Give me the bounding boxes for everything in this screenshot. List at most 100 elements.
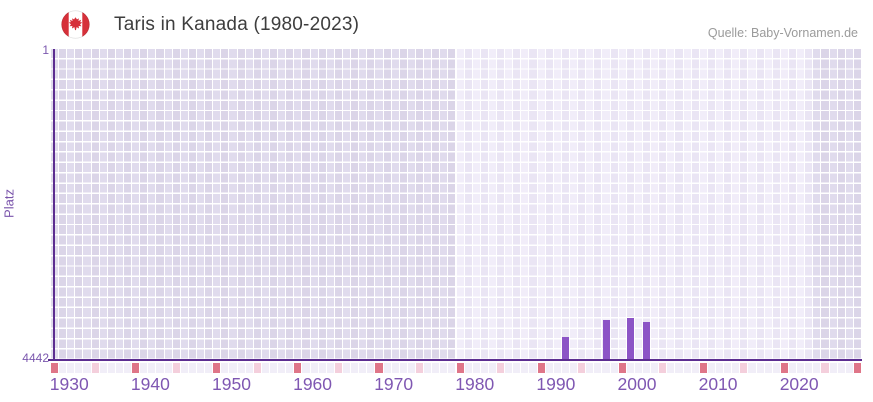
year-column — [83, 49, 92, 360]
year-column — [148, 49, 157, 360]
strip-cell — [651, 362, 660, 373]
strip-cell — [675, 362, 684, 373]
strip-cell — [302, 362, 311, 373]
year-column — [821, 49, 830, 360]
year-column — [845, 49, 854, 360]
rank-bar-1999[interactable] — [627, 318, 634, 360]
year-column — [269, 49, 279, 360]
strip-cell — [789, 362, 798, 373]
strip-cell — [318, 362, 327, 373]
year-column — [205, 49, 214, 360]
strip-cell — [805, 362, 814, 373]
strip-cell — [732, 362, 741, 373]
year-column — [780, 49, 789, 360]
y-axis-label: Platz — [1, 189, 17, 218]
year-column — [399, 49, 408, 360]
x-axis-ticks: 1930 1940 1950 1960 1970 1980 1990 2000 2010 2020 — [50, 374, 862, 398]
strip-cell — [845, 362, 854, 373]
strip-cell — [310, 362, 319, 373]
strip-cell — [196, 362, 206, 373]
year-column — [107, 49, 116, 360]
strip-cell — [359, 362, 368, 373]
strip-cell — [813, 362, 822, 373]
strip-cell — [99, 362, 108, 373]
year-column — [318, 49, 327, 360]
marker-red — [780, 362, 789, 373]
strip-cell — [756, 362, 765, 373]
year-column — [480, 49, 489, 360]
strip-cell — [505, 362, 514, 373]
year-column — [415, 49, 425, 360]
year-column — [829, 49, 838, 360]
rank-bar-1996[interactable] — [602, 319, 610, 360]
marker-red — [132, 362, 141, 373]
year-column — [172, 49, 181, 360]
x-tick-1950: 1950 — [212, 374, 251, 394]
marker-pink — [415, 362, 425, 373]
strip-cell — [123, 362, 133, 373]
year-column — [342, 49, 352, 360]
strip-cell — [367, 362, 376, 373]
year-column — [375, 49, 384, 360]
strip-cell — [553, 362, 562, 373]
marker-pink — [821, 362, 830, 373]
year-column — [521, 49, 530, 360]
strip-cell — [245, 362, 254, 373]
year-column — [594, 49, 603, 360]
x-tick-2010: 2010 — [698, 374, 738, 394]
strip-cell — [67, 362, 76, 373]
strip-cell — [205, 362, 214, 373]
year-column — [626, 49, 635, 360]
rank-bar-1991[interactable] — [562, 337, 570, 360]
year-column — [561, 49, 571, 360]
year-column — [813, 49, 822, 360]
strip-cell — [221, 362, 230, 373]
year-column — [278, 49, 287, 360]
year-column — [545, 49, 554, 360]
year-column — [123, 49, 133, 360]
strip-cell — [269, 362, 279, 373]
y-axis-line — [53, 49, 55, 361]
strip-cell — [667, 362, 676, 373]
year-column — [529, 49, 538, 360]
strip-cell — [626, 362, 635, 373]
year-column — [188, 49, 197, 360]
year-column — [448, 49, 457, 360]
strip-cell — [634, 362, 644, 373]
year-column — [805, 49, 814, 360]
strip-cell — [586, 362, 595, 373]
strip-cell — [570, 362, 579, 373]
year-column — [683, 49, 692, 360]
strip-cell — [391, 362, 400, 373]
year-column — [748, 49, 757, 360]
year-column — [570, 49, 579, 360]
year-column — [261, 49, 270, 360]
year-column — [51, 49, 60, 360]
strip-cell — [286, 362, 295, 373]
marker-pink — [659, 362, 668, 373]
rank-bar-2001[interactable] — [643, 322, 651, 360]
year-column — [789, 49, 798, 360]
strip-cell — [326, 362, 335, 373]
marker-pink — [91, 362, 100, 373]
year-column — [716, 49, 725, 360]
x-tick-2020: 2020 — [779, 374, 819, 394]
year-column — [351, 49, 360, 360]
strip-cell — [529, 362, 538, 373]
year-column — [164, 49, 173, 360]
strip-cell — [188, 362, 197, 373]
year-column — [610, 49, 619, 360]
y-tick-top: 1 — [42, 43, 49, 57]
year-column — [221, 49, 230, 360]
year-column — [740, 49, 749, 360]
strip-cell — [464, 362, 473, 373]
year-column — [772, 49, 781, 360]
year-column — [237, 49, 246, 360]
strip-cell — [837, 362, 846, 373]
marker-pink — [334, 362, 343, 373]
strip-cell — [440, 362, 449, 373]
strip-cell — [716, 362, 725, 373]
year-column — [383, 49, 392, 360]
x-tick-1960: 1960 — [293, 374, 333, 394]
year-column — [586, 49, 595, 360]
